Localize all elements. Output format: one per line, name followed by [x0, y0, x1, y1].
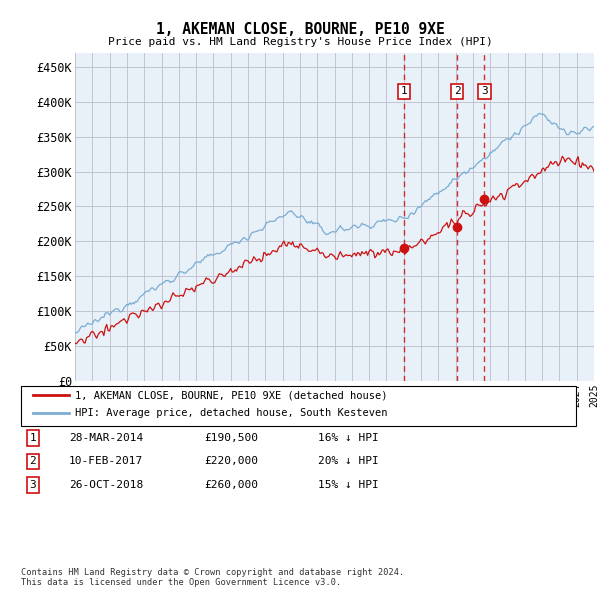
Text: 10-FEB-2017: 10-FEB-2017	[69, 457, 143, 466]
Text: 1: 1	[29, 433, 37, 442]
Text: 20% ↓ HPI: 20% ↓ HPI	[318, 457, 379, 466]
Text: 1: 1	[400, 86, 407, 96]
Text: 16% ↓ HPI: 16% ↓ HPI	[318, 433, 379, 442]
Text: Contains HM Land Registry data © Crown copyright and database right 2024.
This d: Contains HM Land Registry data © Crown c…	[21, 568, 404, 587]
Text: 3: 3	[29, 480, 37, 490]
Text: 2: 2	[29, 457, 37, 466]
Text: 1, AKEMAN CLOSE, BOURNE, PE10 9XE: 1, AKEMAN CLOSE, BOURNE, PE10 9XE	[155, 22, 445, 37]
Text: 28-MAR-2014: 28-MAR-2014	[69, 433, 143, 442]
Text: 3: 3	[481, 86, 488, 96]
Text: 1, AKEMAN CLOSE, BOURNE, PE10 9XE (detached house): 1, AKEMAN CLOSE, BOURNE, PE10 9XE (detac…	[75, 391, 388, 400]
Text: 2: 2	[454, 86, 460, 96]
Text: £260,000: £260,000	[204, 480, 258, 490]
Text: Price paid vs. HM Land Registry's House Price Index (HPI): Price paid vs. HM Land Registry's House …	[107, 37, 493, 47]
Text: HPI: Average price, detached house, South Kesteven: HPI: Average price, detached house, Sout…	[75, 408, 388, 418]
Text: 26-OCT-2018: 26-OCT-2018	[69, 480, 143, 490]
Text: £190,500: £190,500	[204, 433, 258, 442]
Text: £220,000: £220,000	[204, 457, 258, 466]
Text: 15% ↓ HPI: 15% ↓ HPI	[318, 480, 379, 490]
